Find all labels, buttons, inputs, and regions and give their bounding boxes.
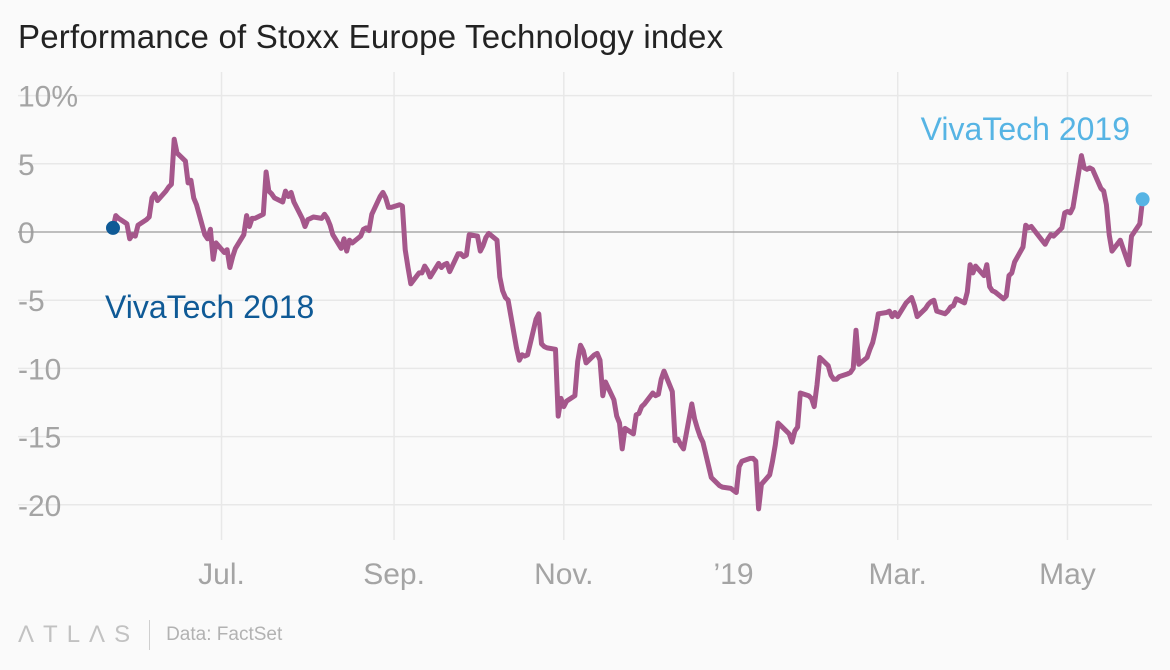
x-tick-label: Mar. [869,558,927,591]
y-tick-label: -10 [18,353,61,386]
footer: ΛTLΛS Data: FactSet [18,620,282,650]
x-tick-label: ’19 [714,558,754,591]
x-tick-label: Jul. [198,558,245,591]
vivatech-2018-marker [106,220,120,235]
y-tick-label: 10% [18,81,78,114]
x-tick-label: Nov. [534,558,593,591]
footer-divider [149,620,151,650]
x-tick-label: May [1039,558,1096,591]
vivatech-2019-label: VivaTech 2019 [921,111,1130,147]
x-tick-label: Sep. [363,558,425,591]
y-tick-label: -15 [18,422,61,455]
y-tick-label: -5 [18,285,45,318]
y-tick-label: 5 [18,149,35,182]
chart-title: Performance of Stoxx Europe Technology i… [18,18,724,55]
data-source: Data: FactSet [166,624,283,645]
y-tick-label: 0 [18,217,35,250]
atlas-logo: ΛTLΛS [18,621,140,648]
vivatech-2018-label: VivaTech 2018 [105,289,314,325]
vivatech-2019-marker [1135,192,1150,207]
y-tick-label: -20 [18,490,61,523]
series-line [110,136,1146,512]
